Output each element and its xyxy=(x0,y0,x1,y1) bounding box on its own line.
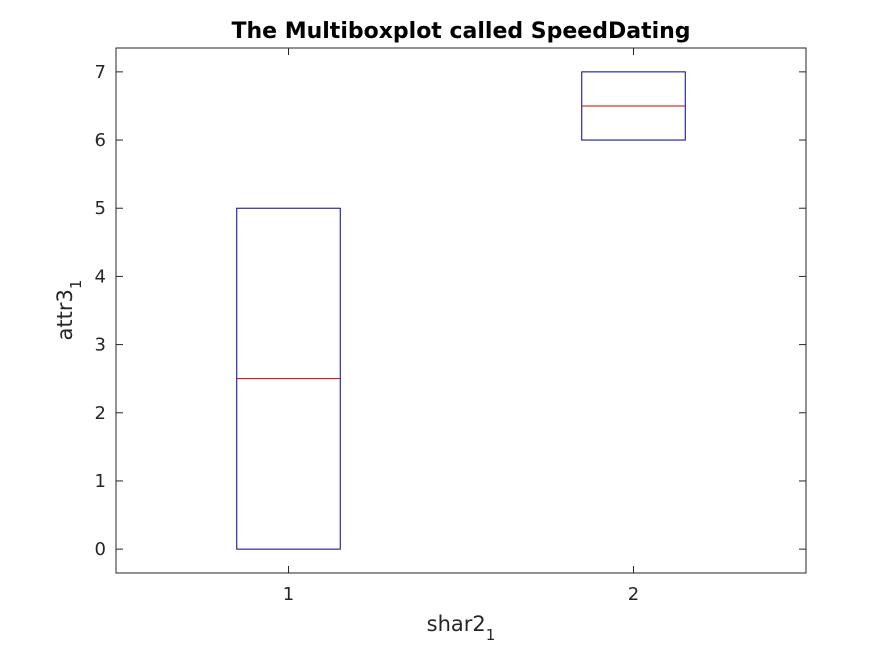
x-axis-label-base: shar2 xyxy=(427,612,486,636)
y-axis-label-subscript: 1 xyxy=(67,280,85,290)
y-tick-label: 3 xyxy=(95,335,106,356)
y-tick-label: 0 xyxy=(95,539,106,560)
y-tick-label: 5 xyxy=(95,198,106,219)
plot-area xyxy=(115,47,807,574)
y-axis-label: attr31 xyxy=(53,280,85,341)
y-axis-ticks: 0 1 2 3 4 5 6 7 xyxy=(95,62,806,560)
y-tick-label: 1 xyxy=(95,471,106,492)
y-tick-label: 6 xyxy=(95,130,106,151)
y-tick-label: 2 xyxy=(95,403,106,424)
x-tick-label: 2 xyxy=(628,584,639,605)
y-axis-label-base: attr3 xyxy=(53,289,77,340)
x-axis-label: shar21 xyxy=(427,612,496,644)
boxes-layer xyxy=(236,71,686,550)
x-axis-label-subscript: 1 xyxy=(486,626,496,644)
x-tick-label: 1 xyxy=(283,584,294,605)
y-tick-label: 7 xyxy=(95,62,106,83)
chart-title: The Multiboxplot called SpeedDating xyxy=(231,19,690,44)
y-tick-label: 4 xyxy=(95,266,106,287)
